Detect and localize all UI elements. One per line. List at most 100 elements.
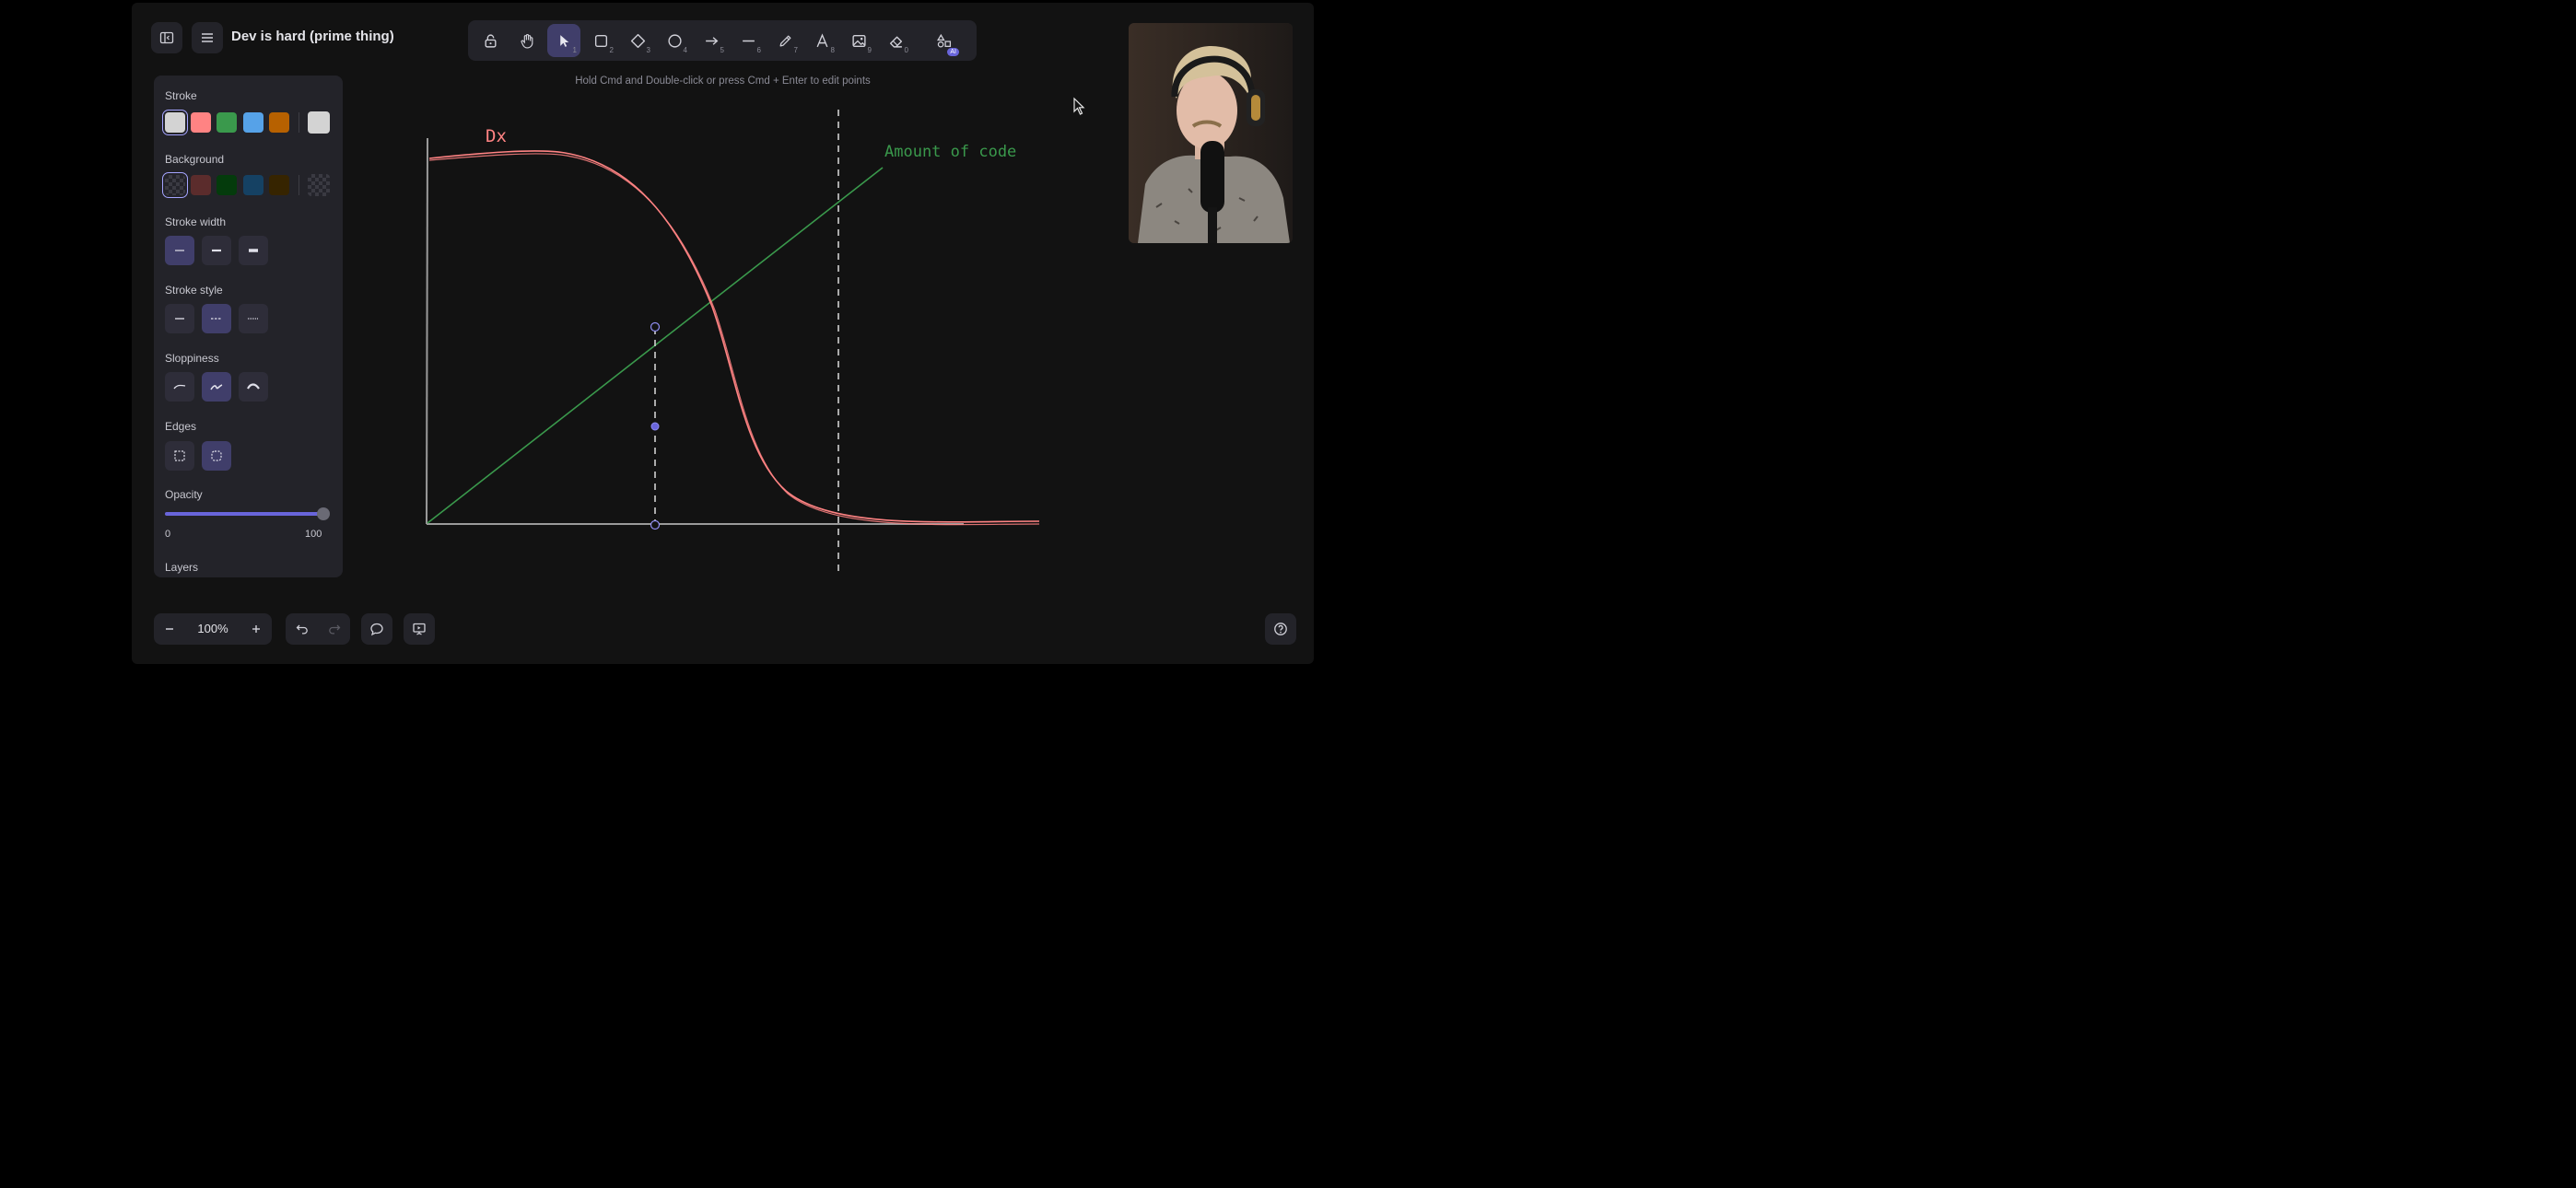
zoom-in-button[interactable] bbox=[240, 613, 272, 645]
presentation-button[interactable] bbox=[404, 613, 435, 645]
opacity-heading: Opacity bbox=[165, 488, 203, 501]
tool-selection[interactable]: 1 bbox=[547, 24, 580, 57]
background-swatch-transparent[interactable] bbox=[162, 172, 188, 198]
tool-hand[interactable] bbox=[510, 24, 544, 57]
sloppiness-cartoonist[interactable] bbox=[239, 372, 268, 402]
shortcut-number: 5 bbox=[720, 46, 724, 54]
zoom-out-button[interactable] bbox=[154, 613, 185, 645]
tool-eraser[interactable]: 0 bbox=[879, 24, 912, 57]
stroke-width-extra-bold[interactable] bbox=[239, 236, 268, 265]
shortcut-number: 8 bbox=[830, 46, 835, 54]
shortcut-number: 1 bbox=[572, 46, 577, 54]
main-menu-button[interactable] bbox=[192, 22, 223, 53]
background-heading: Background bbox=[165, 153, 225, 166]
dx-label[interactable]: Dx bbox=[486, 126, 507, 146]
edit-point-mid[interactable] bbox=[650, 422, 660, 431]
webcam-overlay bbox=[1129, 23, 1293, 243]
background-current-color[interactable] bbox=[308, 174, 330, 196]
dashed-line-icon bbox=[211, 318, 222, 320]
diamond-icon bbox=[630, 33, 645, 48]
stroke-width-heading: Stroke width bbox=[165, 215, 227, 228]
opacity-max-label: 100 bbox=[305, 529, 322, 540]
stroke-current-color[interactable] bbox=[308, 111, 330, 134]
stroke-color-swatch-orange[interactable] bbox=[269, 112, 289, 133]
comments-button[interactable] bbox=[361, 613, 392, 645]
undo-icon bbox=[296, 624, 308, 635]
tool-more-shapes[interactable]: AI bbox=[927, 24, 960, 57]
shortcut-number: 2 bbox=[609, 46, 614, 54]
redo-button[interactable] bbox=[318, 613, 350, 645]
properties-panel: Stroke Background Stroke width Stroke st… bbox=[154, 76, 343, 577]
stroke-width-bold[interactable] bbox=[202, 236, 231, 265]
help-icon bbox=[1274, 623, 1287, 635]
stroke-style-dotted[interactable] bbox=[239, 304, 268, 333]
dotted-line-icon bbox=[248, 318, 259, 320]
tool-arrow[interactable]: 5 bbox=[695, 24, 728, 57]
line-icon bbox=[742, 40, 755, 41]
pointer-icon bbox=[559, 34, 568, 47]
tool-ellipse[interactable]: 4 bbox=[658, 24, 691, 57]
stroke-color-swatch-white[interactable] bbox=[162, 110, 188, 135]
mouse-cursor-icon bbox=[1073, 97, 1085, 115]
redo-icon bbox=[328, 624, 340, 635]
shortcut-number: 7 bbox=[793, 46, 798, 54]
excalidraw-app: Dx Amount of code Dev is hard (prime thi… bbox=[132, 3, 1314, 664]
background-swatch-green[interactable] bbox=[217, 175, 237, 195]
help-button[interactable] bbox=[1265, 613, 1296, 645]
tool-lock[interactable] bbox=[474, 24, 507, 57]
background-swatch-blue[interactable] bbox=[243, 175, 263, 195]
sharp-corner-icon bbox=[174, 450, 185, 461]
pencil-icon bbox=[779, 35, 790, 46]
shortcut-number: 4 bbox=[683, 46, 687, 54]
artist-icon bbox=[210, 384, 223, 390]
stroke-style-solid[interactable] bbox=[165, 304, 194, 333]
stroke-color-swatch-red[interactable] bbox=[191, 112, 211, 133]
image-icon bbox=[851, 34, 866, 47]
ellipse-icon bbox=[667, 33, 682, 48]
tool-diamond[interactable]: 3 bbox=[621, 24, 654, 57]
cartoonist-icon bbox=[247, 383, 260, 390]
stroke-style-dashed[interactable] bbox=[202, 304, 231, 333]
undo-redo-controls bbox=[286, 613, 350, 645]
opacity-min-label: 0 bbox=[165, 529, 171, 540]
shortcut-number: 9 bbox=[867, 46, 872, 54]
drawing-canvas[interactable]: Dx Amount of code bbox=[132, 3, 1314, 664]
opacity-slider-track[interactable] bbox=[165, 512, 323, 516]
edit-point-bottom[interactable] bbox=[650, 519, 661, 530]
eraser-icon bbox=[889, 36, 902, 48]
document-title[interactable]: Dev is hard (prime thing) bbox=[231, 29, 394, 44]
shortcut-number: 0 bbox=[904, 46, 908, 54]
sloppiness-artist[interactable] bbox=[202, 372, 231, 402]
stroke-color-swatch-blue[interactable] bbox=[243, 112, 263, 133]
zoom-level[interactable]: 100% bbox=[197, 622, 228, 635]
architect-icon bbox=[173, 384, 186, 390]
sloppiness-heading: Sloppiness bbox=[165, 352, 219, 365]
undo-button[interactable] bbox=[286, 613, 318, 645]
stroke-color-swatch-green[interactable] bbox=[217, 112, 237, 133]
tool-image[interactable]: 9 bbox=[842, 24, 875, 57]
solid-line-icon bbox=[175, 318, 184, 320]
tool-draw[interactable]: 7 bbox=[768, 24, 802, 57]
background-swatch-brown[interactable] bbox=[269, 175, 289, 195]
stroke-heading: Stroke bbox=[165, 89, 197, 102]
layers-heading: Layers bbox=[165, 561, 199, 574]
background-swatch-red[interactable] bbox=[191, 175, 211, 195]
tool-rectangle[interactable]: 2 bbox=[584, 24, 617, 57]
amount-of-code-label[interactable]: Amount of code bbox=[884, 143, 1016, 161]
edges-round[interactable] bbox=[202, 441, 231, 471]
shapes-icon bbox=[936, 33, 951, 48]
stroke-width-thin[interactable] bbox=[165, 236, 194, 265]
text-icon bbox=[816, 32, 827, 47]
sloppiness-architect[interactable] bbox=[165, 372, 194, 402]
tool-line[interactable]: 6 bbox=[732, 24, 765, 57]
edit-point-top[interactable] bbox=[650, 321, 661, 332]
dx-curve[interactable] bbox=[428, 150, 1040, 523]
stroke-style-heading: Stroke style bbox=[165, 284, 223, 297]
ai-badge: AI bbox=[947, 48, 959, 56]
tool-text[interactable]: 8 bbox=[805, 24, 838, 57]
opacity-slider-thumb[interactable] bbox=[317, 507, 330, 520]
sidebar-toggle-button[interactable] bbox=[151, 22, 182, 53]
bold-line-icon bbox=[212, 249, 221, 252]
edges-sharp[interactable] bbox=[165, 441, 194, 471]
hand-icon bbox=[521, 33, 533, 49]
